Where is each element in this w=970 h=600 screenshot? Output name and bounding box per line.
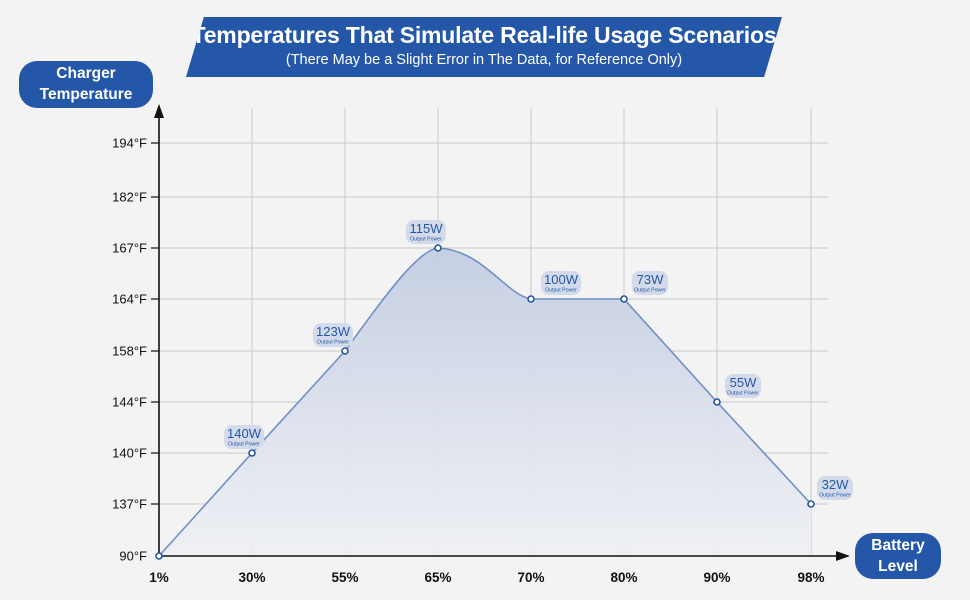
chart-title: Temperatures That Simulate Real-life Usa… [191,22,777,48]
x-tick-label: 90% [703,570,730,585]
power-label-value: 123W [316,324,351,339]
y-tick-label: 158°F [112,344,147,359]
power-label-bg [541,271,581,295]
power-label-caption: Output Power [727,391,759,397]
power-label-caption: Output Power [819,493,851,499]
data-point [434,244,442,252]
x-axis-title: Battery Level [855,533,941,579]
data-point [807,500,815,508]
y-axis-title-line2: Temperature [39,86,133,103]
power-label-value: 140W [227,426,262,441]
data-point [155,552,163,560]
power-label-bg [725,374,761,398]
data-point [620,295,628,303]
x-axis-arrow-icon [836,551,850,561]
y-tick-labels: 90°F 137°F 140°F 144°F 158°F 164°F 167°F 182°F 1… [112,136,159,564]
power-label-caption: Output Power [317,340,349,346]
y-tick-label: 90°F [119,549,147,564]
x-tick-label: 30% [238,570,265,585]
x-tick-label: 70% [517,570,544,585]
data-point [248,449,256,457]
x-tick-label: 98% [797,570,824,585]
x-tick-label: 80% [610,570,637,585]
data-points [155,244,815,560]
y-tick-label: 194°F [112,136,147,151]
y-tick-label: 182°F [112,190,147,205]
x-axis-title-line1: Battery [871,537,925,554]
chart-subtitle: (There May be a Slight Error in The Data… [285,52,683,68]
x-axis-title-line2: Level [878,558,918,575]
y-tick-label: 164°F [112,292,147,307]
data-point [527,295,535,303]
power-label-value: 115W [410,221,444,236]
power-label-caption: Output Power [634,288,666,294]
power-label-value: 73W [637,272,664,287]
power-label-bg [406,220,446,244]
x-tick-label: 1% [149,570,169,585]
x-tick-label: 55% [331,570,358,585]
data-point [341,347,349,355]
power-label-value: 100W [544,272,579,287]
power-label-bg [224,425,264,449]
power-label-value: 32W [822,477,849,492]
series-area-fill [159,248,811,556]
y-tick-label: 137°F [112,497,147,512]
power-label-bg [817,476,853,500]
y-tick-label: 144°F [112,395,147,410]
x-tick-labels: 1% 30% 55% 65% 70% 80% 90% 98% [149,570,824,585]
power-label-caption: Output Power [410,237,442,243]
y-tick-label: 167°F [112,241,147,256]
chart-title-banner: Temperatures That Simulate Real-life Usa… [186,17,782,77]
power-label-caption: Output Power [228,442,260,448]
y-tick-label: 140°F [112,446,147,461]
power-label-value: 55W [730,375,757,390]
x-tick-label: 65% [424,570,451,585]
y-axis-title: Charger Temperature [19,61,153,108]
data-point [713,398,721,406]
power-label-caption: Output Power [545,288,577,294]
axes [154,104,850,561]
y-axis-title-line1: Charger [56,65,116,82]
y-axis-arrow-icon [154,104,164,118]
power-label-bg [313,323,353,347]
power-label-bg [632,271,668,295]
